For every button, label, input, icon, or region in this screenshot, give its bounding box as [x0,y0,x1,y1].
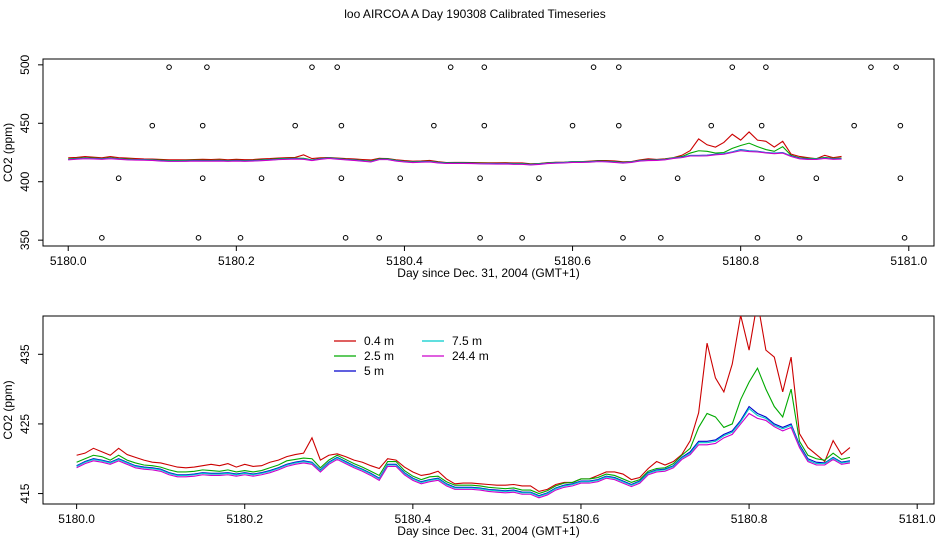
outlier-point [569,122,576,129]
y-tick-label: 415 [18,483,32,503]
x-tick-label: 5180.6 [554,254,591,268]
outlier-point [397,175,404,182]
x-axis-label: Day since Dec. 31, 2004 (GMT+1) [397,266,579,280]
outlier-point [620,175,626,182]
y-tick-label: 500 [18,55,32,75]
outlier-point [447,64,454,70]
outlier-point [115,175,122,182]
outlier-point [199,122,206,129]
outlier-point [431,122,437,129]
outlier-point [615,64,622,70]
outlier-point [758,175,765,182]
y-tick-label: 425 [18,414,32,434]
y-tick-label: 400 [18,171,32,191]
outlier-point [334,64,340,70]
outlier-point [615,122,622,129]
series-group [68,131,842,166]
outlier-point [149,122,156,129]
x-axis-label: Day since Dec. 31, 2004 (GMT+1) [397,524,579,538]
x-tick-label: 5180.8 [731,512,768,526]
outlier-point [199,175,206,182]
outlier-point [620,235,626,241]
outlier-point [901,235,908,241]
legend-label: 7.5 m [452,334,482,348]
series-line-2-5-m [76,366,851,495]
outlier-point [258,175,265,182]
outlier-point [292,122,298,129]
outlier-point [166,64,172,70]
outlier-point [763,64,769,70]
series-line-24-4-m [76,412,851,499]
outlier-point [376,235,383,241]
y-tick-label: 350 [18,230,32,250]
x-tick-label: 5180.4 [394,512,431,526]
series-group [76,316,851,499]
page-title: loo AIRCOA A Day 190308 Calibrated Times… [344,7,606,21]
x-tick-label: 5181.0 [899,512,936,526]
outlier-point [658,235,664,241]
outlier-point [481,64,488,70]
outlier-point [338,122,345,129]
plot-frame [42,58,935,247]
series-line-0-4-m [76,316,851,493]
y-tick-label: 435 [18,344,32,364]
y-axis-label: CO2 (ppm) [1,123,15,182]
x-tick-label: 5181.0 [890,254,927,268]
outlier-point [897,122,904,129]
x-tick-label: 5180.8 [722,254,759,268]
outlier-point [237,235,244,241]
outlier-point [868,64,874,70]
outlier-point [729,64,736,70]
series-line-4 [68,150,842,166]
outlier-point [590,64,597,70]
outlier-point [893,64,899,70]
x-tick-label: 5180.6 [563,512,600,526]
x-tick-label: 5180.2 [218,254,255,268]
outlier-point [309,64,315,70]
outlier-point [851,122,857,129]
plot-frame [42,315,935,505]
outlier-point [519,235,525,241]
legend-label: 5 m [364,364,384,378]
outlier-point [754,235,761,241]
outlier-point [674,175,681,182]
outlier-point [99,235,105,241]
outlier-point [338,175,345,182]
outlier-point [758,122,765,129]
outlier-point [204,64,210,70]
outlier-point [342,235,349,241]
outlier-point [796,235,803,241]
legend-label: 0.4 m [364,334,394,348]
y-tick-label: 450 [18,113,32,133]
outlier-point [477,175,483,182]
series-line-7-5-m [76,407,851,497]
x-tick-label: 5180.0 [58,512,95,526]
outlier-point [708,122,715,129]
outlier-point [481,122,488,129]
series-line-5-m [76,405,851,497]
outlier-point [813,175,820,182]
x-tick-label: 5180.4 [386,254,423,268]
x-tick-label: 5180.0 [50,254,87,268]
outlier-point [477,235,483,241]
outlier-point [195,235,202,241]
outlier-point [536,175,542,182]
legend-label: 24.4 m [452,349,489,363]
legend-label: 2.5 m [364,349,394,363]
y-axis-label: CO2 (ppm) [1,380,15,439]
outlier-point [897,175,904,182]
x-tick-label: 5180.2 [226,512,263,526]
